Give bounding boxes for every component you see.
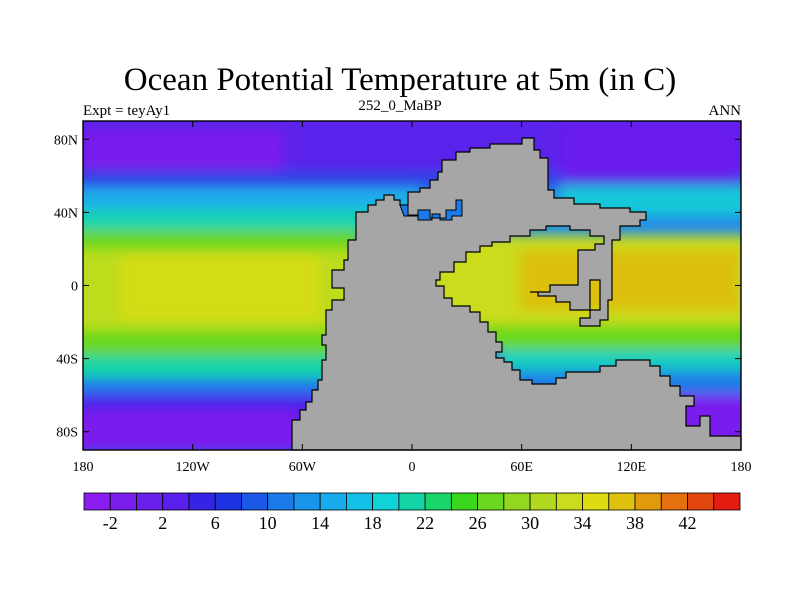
colorbar-swatch xyxy=(660,492,688,511)
colorbar-swatch xyxy=(608,492,636,511)
colorbar-label: 2 xyxy=(158,513,167,533)
y-tick-label: 80N xyxy=(54,133,78,148)
x-tick-label: 0 xyxy=(409,460,416,475)
colorbar-label: 10 xyxy=(259,513,277,533)
colorbar-swatch xyxy=(345,492,374,511)
colorbar-label: 26 xyxy=(469,513,487,533)
colorbar-swatch xyxy=(214,492,242,511)
period-label: 252_0_MaBP xyxy=(358,98,442,114)
experiment-label: Expt = teyAy1 xyxy=(83,103,171,119)
y-tick-label: 0 xyxy=(71,280,78,295)
colorbar-swatch xyxy=(582,492,610,511)
x-tick-label: 120W xyxy=(176,460,211,475)
colorbar: -2 2 6 10 14 18 22 26 30 34 38 42 xyxy=(83,492,741,533)
colorbar-swatch xyxy=(319,492,347,511)
land-mask xyxy=(291,137,742,451)
colorbar-swatch xyxy=(372,492,400,511)
x-tick-label: 180 xyxy=(73,460,94,475)
colorbar-swatch xyxy=(450,492,478,511)
colorbar-swatch xyxy=(241,492,269,511)
colorbar-swatch xyxy=(555,492,583,511)
colorbar-label: 18 xyxy=(364,513,382,533)
y-tick-label: 40S xyxy=(56,353,78,368)
colorbar-label: 14 xyxy=(311,513,329,533)
colorbar-swatch xyxy=(687,492,715,511)
colorbar-label: 38 xyxy=(626,513,644,533)
colorbar-swatch xyxy=(398,492,426,511)
x-tick-label: 60E xyxy=(510,460,533,475)
x-tick-label: 180 xyxy=(731,460,752,475)
colorbar-swatch xyxy=(109,492,137,511)
x-tick-label: 60W xyxy=(289,460,317,475)
colorbar-swatch xyxy=(162,492,190,511)
map-title: Ocean Potential Temperature at 5m (in C) xyxy=(123,62,677,98)
colorbar-swatch xyxy=(136,492,164,511)
y-axis: 80N 40N 0 40S 80S xyxy=(54,133,741,441)
colorbar-label: 42 xyxy=(679,513,697,533)
x-tick-label: 120E xyxy=(617,460,647,475)
season-label: ANN xyxy=(708,103,742,119)
colorbar-label: 6 xyxy=(211,513,220,533)
colorbar-swatch xyxy=(503,492,531,511)
colorbar-swatch xyxy=(188,492,216,511)
colorbar-label: 30 xyxy=(521,513,539,533)
colorbar-swatch xyxy=(529,492,557,511)
colorbar-swatch xyxy=(83,492,111,511)
colorbar-swatch xyxy=(424,492,452,511)
colorbar-swatch xyxy=(267,492,295,511)
y-tick-label: 40N xyxy=(54,206,78,221)
x-axis: 180 120W 60W 0 60E 120E 180 xyxy=(73,121,752,475)
colorbar-label: -2 xyxy=(103,513,118,533)
colorbar-swatch xyxy=(477,492,505,511)
colorbar-swatch xyxy=(634,492,662,511)
colorbar-swatch xyxy=(713,492,741,511)
colorbar-label: 22 xyxy=(416,513,434,533)
colorbar-swatch xyxy=(293,492,321,511)
colorbar-label: 34 xyxy=(574,513,592,533)
y-tick-label: 80S xyxy=(56,426,78,441)
